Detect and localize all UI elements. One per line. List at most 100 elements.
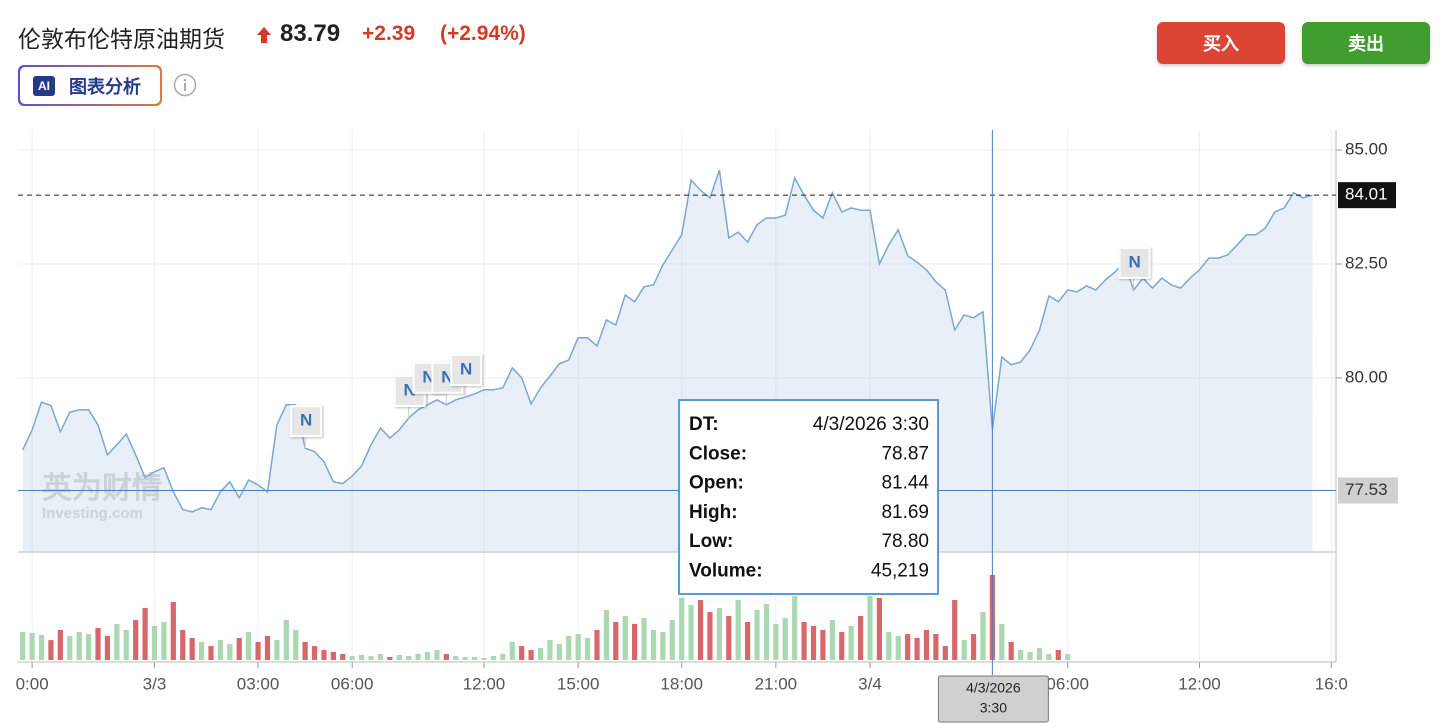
x-tick-label: 18:00	[660, 674, 703, 693]
volume-bar	[999, 623, 1005, 660]
volume-bar	[773, 623, 779, 660]
x-tick-label: 03:00	[237, 674, 280, 693]
volume-bar	[283, 619, 289, 660]
volume-bar	[48, 640, 54, 660]
volume-bar	[613, 622, 619, 660]
volume-bar	[980, 612, 986, 660]
tooltip-value: 78.87	[881, 443, 929, 464]
x-tick-label: 15:00	[557, 674, 600, 693]
tooltip-key: Open:	[689, 473, 744, 494]
volume-bar	[556, 644, 562, 660]
volume-bar	[368, 656, 374, 660]
volume-bar	[189, 638, 195, 660]
x-tick-label: 12:00	[463, 674, 506, 693]
x-tick-label: 12:00	[1178, 674, 1221, 693]
volume-bar	[641, 618, 647, 660]
tooltip-key: Close:	[689, 443, 747, 464]
event-marker	[431, 361, 464, 394]
volume-bar	[274, 640, 280, 660]
volume-bar	[923, 629, 930, 660]
volume-bar	[801, 622, 807, 660]
volume-bar	[170, 601, 176, 660]
volume-bar	[29, 632, 35, 660]
volume-bar	[217, 640, 224, 660]
volume-bar	[886, 631, 892, 660]
volume-bar	[933, 634, 939, 660]
x-tick-label: 21:00	[755, 674, 798, 693]
volume-bar	[462, 656, 468, 660]
crosshair-time-box	[937, 675, 1049, 723]
volume-bar	[1055, 650, 1061, 660]
volume-bar	[424, 651, 431, 660]
volume-bar	[453, 656, 459, 660]
price-area	[22, 170, 1313, 552]
ai-label: 图表分析	[69, 76, 141, 97]
x-tick-label: 06:00	[331, 674, 374, 693]
volume-bar	[114, 623, 120, 660]
volume-bar	[745, 622, 751, 660]
volume-bar	[782, 618, 788, 660]
volume-bar	[622, 616, 628, 660]
volume-bar	[1008, 641, 1014, 660]
volume-bar	[227, 644, 233, 660]
event-label: N	[460, 360, 472, 379]
volume-bar	[67, 635, 73, 660]
volume-bar	[810, 625, 817, 660]
volume-bar	[650, 629, 657, 660]
volume-bar	[387, 656, 393, 660]
volume-bar	[1046, 653, 1052, 660]
tooltip-value: 78.80	[881, 531, 929, 552]
watermark: Investing.com	[42, 505, 143, 522]
volume-bar	[942, 646, 948, 660]
volume-bar	[349, 656, 355, 660]
y-tick-label: 82.50	[1345, 253, 1388, 272]
volume-bar	[198, 641, 205, 660]
tooltip-key: Volume:	[689, 561, 763, 582]
last-price-box	[1338, 182, 1396, 209]
volume-bar	[594, 629, 600, 660]
volume-bar	[180, 629, 186, 660]
volume-bar	[914, 638, 920, 660]
volume-bar	[57, 629, 63, 660]
tooltip-value: 4/3/2026 3:30	[813, 414, 929, 435]
volume-bar	[293, 629, 299, 660]
volume-bar	[895, 635, 901, 660]
info-icon[interactable]	[173, 73, 197, 97]
change: +2.39	[362, 22, 416, 45]
last-price-label: 84.01	[1345, 185, 1388, 204]
volume-bar	[688, 604, 694, 660]
tooltip-value: 81.69	[881, 502, 929, 523]
volume-bar	[311, 646, 318, 660]
volume-bar	[839, 631, 845, 660]
volume-bar	[669, 619, 675, 660]
buy-button[interactable]: 买入	[1157, 22, 1285, 64]
ai-icon: AI	[33, 75, 55, 96]
crosshair-price-box	[1338, 477, 1398, 504]
ai-button[interactable]: AI 图表分析	[18, 65, 162, 106]
event-label: N	[300, 411, 312, 430]
volume-bar	[603, 609, 609, 660]
x-tick-label: 3/4	[858, 674, 882, 693]
volume-bar	[86, 634, 92, 660]
y-tick-label: 80.00	[1345, 367, 1388, 386]
up-arrow	[257, 27, 271, 43]
tooltip-key: Low:	[689, 531, 733, 552]
sell-button[interactable]: 卖出	[1302, 22, 1430, 64]
volume-bar	[1027, 651, 1033, 660]
volume-bar	[848, 625, 854, 660]
tooltip-value: 81.44	[881, 473, 929, 494]
crosshair-time-label: 4/3/2026	[966, 680, 1021, 696]
watermark: 英为财情	[42, 472, 162, 505]
x-tick-label: 16:0	[1315, 674, 1348, 693]
volume-bar	[208, 646, 214, 660]
volume-bar	[566, 635, 572, 660]
x-tick-label: 3/3	[143, 674, 167, 693]
tooltip-box	[678, 399, 939, 595]
volume-bar	[20, 631, 26, 660]
volume-bar	[584, 638, 591, 660]
volume-bar	[519, 646, 525, 660]
change-pct: (+2.94%)	[440, 22, 526, 45]
volume-bar	[905, 634, 911, 660]
volume-bar	[142, 607, 148, 660]
